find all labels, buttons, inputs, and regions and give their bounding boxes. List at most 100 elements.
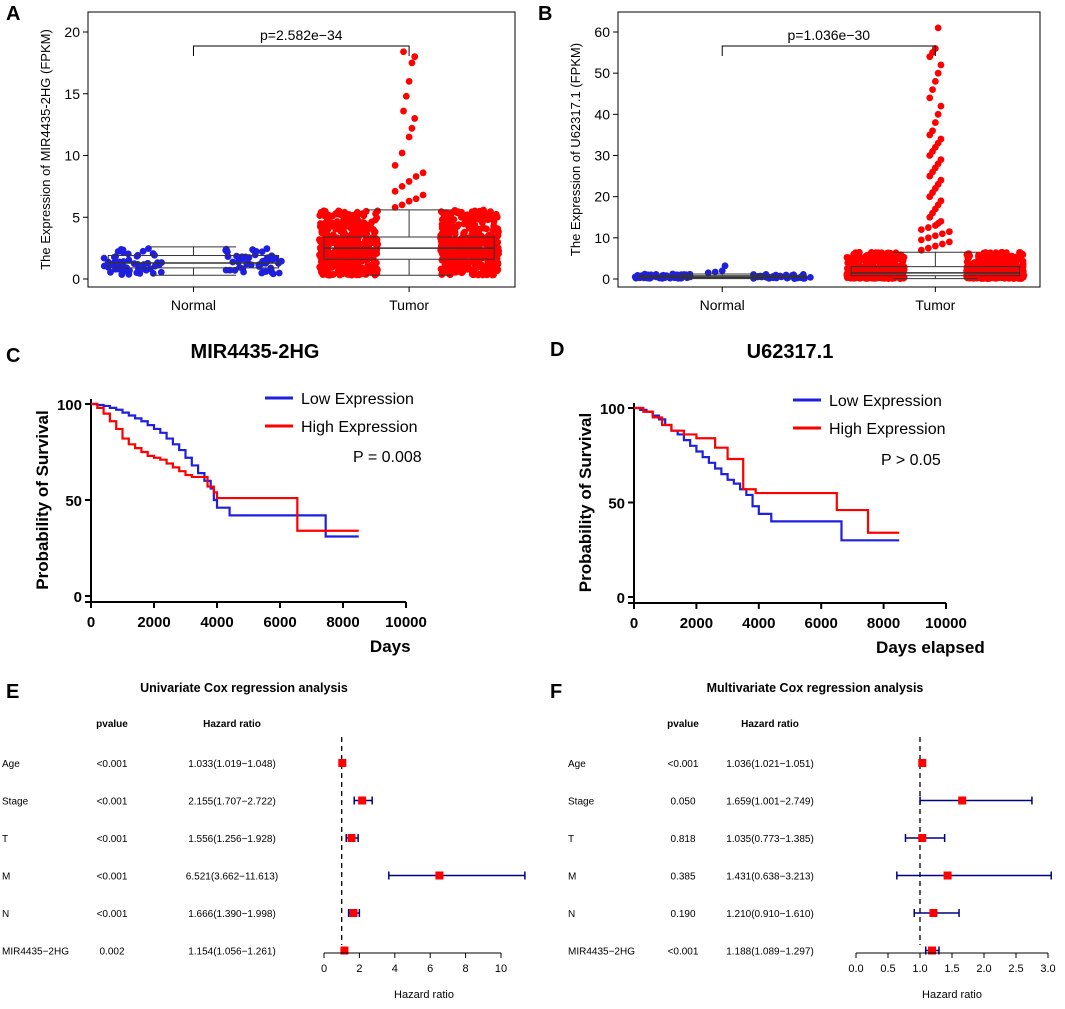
x-tick-label: 6 [427, 963, 433, 975]
row-label: Stage [568, 797, 595, 808]
data-point-tumor [365, 268, 373, 276]
data-point-tumor [364, 223, 372, 231]
data-point-normal [134, 265, 142, 272]
outlier-point-tumor [405, 78, 413, 85]
row-label: T [2, 834, 8, 845]
hazard-ratio-marker [349, 909, 358, 917]
x-tick-label: 0.0 [848, 963, 863, 975]
data-point-normal [236, 263, 243, 271]
data-point-tumor [999, 266, 1007, 273]
x-tick-label: 0 [630, 615, 638, 632]
data-point-normal [140, 261, 148, 268]
data-point-tumor [353, 269, 361, 277]
data-point-tumor [437, 265, 445, 273]
data-point-tumor [329, 231, 337, 239]
data-point-tumor [334, 261, 342, 269]
data-point-tumor [352, 237, 360, 245]
x-tick-label: 4 [392, 963, 398, 975]
data-point-tumor [884, 249, 892, 257]
outlier-point-tumor [419, 191, 427, 199]
outlier-point-tumor [934, 24, 942, 32]
row-pvalue: 0.002 [99, 947, 124, 958]
data-point-tumor [485, 231, 493, 239]
row-label: N [2, 909, 9, 920]
data-point-tumor [339, 218, 347, 225]
data-point-tumor [437, 232, 445, 239]
hazard-ratio-marker [347, 834, 356, 842]
data-point-tumor [339, 252, 347, 260]
data-point-tumor [462, 238, 470, 245]
data-point-tumor [1019, 250, 1026, 258]
row-hazard-ratio: 2.155(1.707−2.722) [188, 797, 276, 808]
data-point-tumor [341, 212, 349, 220]
hazard-ratio-marker [918, 759, 927, 767]
data-point-tumor [480, 224, 488, 232]
data-point-tumor [965, 260, 973, 268]
outlier-point-tumor [412, 173, 420, 180]
row-pvalue: <0.001 [97, 872, 128, 883]
data-point-tumor [341, 268, 349, 276]
data-point-tumor [993, 253, 1001, 261]
outlier-point-tumor [931, 232, 939, 240]
data-point-tumor [878, 249, 886, 257]
y-tick-label: 0 [602, 271, 610, 287]
hazard-ratio-marker [338, 759, 347, 767]
data-point-normal [139, 247, 147, 255]
outlier-point-tumor [391, 203, 399, 211]
y-tick-label: 100 [57, 397, 82, 414]
data-point-tumor [318, 262, 326, 269]
outlier-point-tumor [411, 53, 419, 61]
data-point-normal [234, 258, 242, 266]
data-point-normal [262, 268, 270, 275]
outlier-point-tumor [945, 238, 953, 246]
data-point-tumor [866, 264, 874, 272]
outlier-point-tumor [411, 115, 419, 122]
x-tick-label: 4000 [742, 615, 775, 632]
outlier-point-tumor [945, 228, 953, 236]
row-label: M [568, 872, 576, 883]
row-label: Stage [2, 797, 29, 808]
chart-title: Univariate Cox regression analysis [140, 681, 348, 695]
data-point-tumor [485, 211, 493, 219]
data-point-normal [109, 260, 117, 268]
outlier-point-tumor [412, 195, 420, 203]
data-point-tumor [989, 266, 997, 273]
row-hazard-ratio: 1.188(1.089−1.297) [726, 947, 814, 958]
x-tick-label: 10 [495, 963, 507, 975]
outlier-point-normal [721, 262, 729, 270]
data-point-normal [119, 249, 127, 256]
outlier-point-tumor [917, 226, 925, 234]
y-tick-label: 0 [72, 271, 80, 287]
outlier-point-normal [704, 269, 712, 277]
x-tick-label: 0 [321, 963, 327, 975]
data-point-tumor [980, 267, 988, 275]
outlier-point-tumor [937, 176, 945, 184]
data-point-tumor [999, 252, 1007, 260]
data-point-tumor [333, 221, 341, 229]
data-point-tumor [473, 208, 481, 216]
data-point-normal [145, 245, 152, 253]
outlier-point-tumor [391, 187, 399, 195]
column-header-pvalue: pvalue [96, 719, 128, 730]
row-hazard-ratio: 1.033(1.019−1.048) [188, 759, 276, 770]
y-tick-label: 50 [608, 496, 625, 513]
x-tick-label: 2 [356, 963, 362, 975]
y-tick-label: 10 [64, 148, 80, 164]
data-point-tumor [456, 268, 464, 276]
row-pvalue: 0.190 [670, 909, 695, 920]
data-point-tumor [984, 275, 992, 282]
data-point-tumor [451, 228, 459, 235]
data-point-tumor [1009, 253, 1016, 261]
row-hazard-ratio: 6.521(3.662−11.613) [186, 872, 278, 883]
row-pvalue: 0.818 [670, 834, 695, 845]
y-axis-label: Probability of Survival [33, 410, 52, 590]
x-tick-label: 8 [463, 963, 469, 975]
y-tick-label: 20 [594, 189, 610, 205]
x-axis-label: Hazard ratio [394, 989, 454, 1001]
x-tick-label: 10000 [385, 614, 427, 631]
data-point-tumor [478, 219, 486, 227]
data-point-normal [120, 267, 127, 275]
data-point-tumor [847, 255, 855, 263]
data-point-tumor [343, 232, 351, 240]
